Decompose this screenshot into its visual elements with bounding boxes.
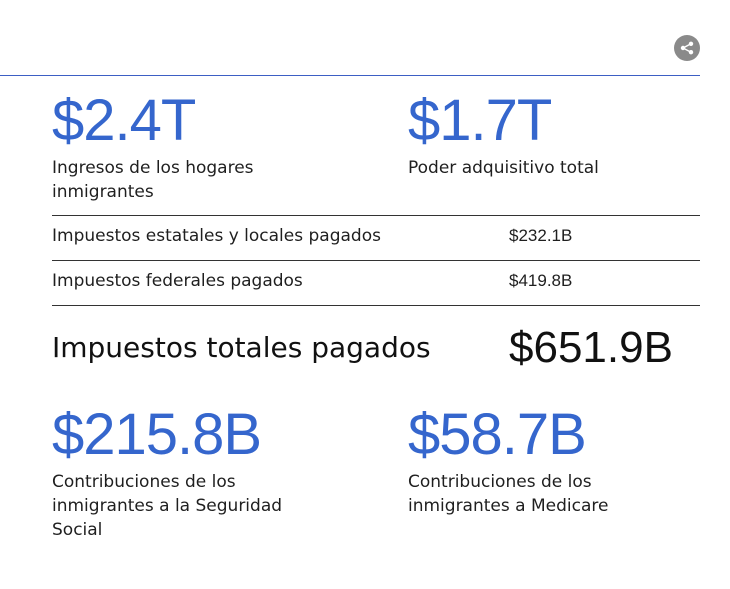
stat-household-income: $2.4T Ingresos de los hogares inmigrante…	[52, 88, 312, 204]
divider	[52, 305, 700, 306]
share-icon	[680, 41, 694, 55]
stat-label: Contribuciones de los inmigrantes a Medi…	[408, 472, 609, 516]
divider	[52, 260, 700, 261]
stat-value: $2.4T	[52, 88, 196, 153]
stat-label: Ingresos de los hogares inmigrantes	[52, 158, 254, 202]
stat-label: Contribuciones de los inmigrantes a la S…	[52, 472, 283, 540]
stat-value: $58.7B	[408, 402, 587, 467]
tax-value: $232.1B	[509, 226, 573, 245]
top-divider	[0, 75, 700, 76]
total-taxes-label: Impuestos totales pagados	[52, 331, 431, 364]
tax-row-state-local: Impuestos estatales y locales pagados $2…	[52, 226, 700, 246]
stat-social-security: $215.8B Contribuciones de los inmigrante…	[52, 402, 312, 542]
share-button[interactable]	[674, 35, 700, 61]
stat-value: $1.7T	[408, 88, 552, 153]
tax-label: Impuestos federales pagados	[52, 271, 303, 291]
tax-row-federal: Impuestos federales pagados $419.8B	[52, 271, 700, 291]
tax-label: Impuestos estatales y locales pagados	[52, 226, 381, 246]
stat-medicare: $58.7B Contribuciones de los inmigrantes…	[408, 402, 668, 518]
divider	[52, 215, 700, 216]
stat-purchasing-power: $1.7T Poder adquisitivo total	[408, 88, 668, 180]
stat-value: $215.8B	[52, 402, 262, 467]
stat-label: Poder adquisitivo total	[408, 158, 599, 178]
tax-value: $419.8B	[509, 271, 573, 290]
total-taxes-value: $651.9B	[509, 323, 673, 372]
